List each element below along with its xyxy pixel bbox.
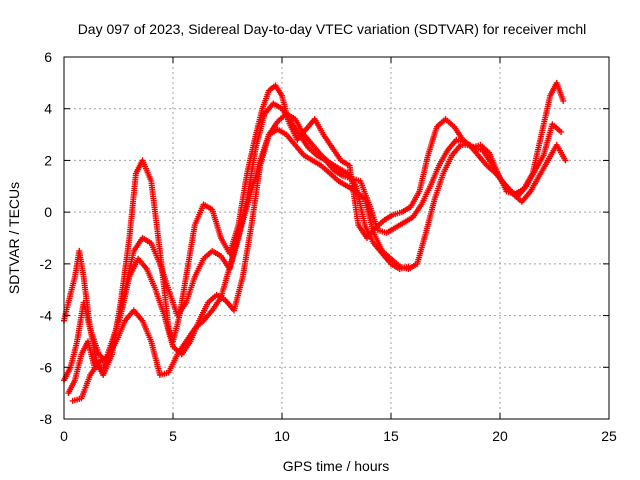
x-tick-label: 25 [601,428,617,444]
y-axis-label: SDTVAR / TECUs [6,182,22,294]
data-point [558,128,565,135]
chart-title: Day 097 of 2023, Sidereal Day-to-day VTE… [78,21,587,37]
x-tick-labels: 0 5 10 15 20 25 [60,428,617,444]
series-track-1 [61,79,567,378]
x-tick-label: 15 [383,428,399,444]
series-track-3 [65,126,569,397]
y-tick-label: 6 [44,49,52,65]
series-track-2 [61,100,565,384]
y-tick-label: -6 [40,359,53,375]
y-tick-labels: -8 -6 -4 -2 0 2 4 6 [40,49,53,427]
x-tick-label: 0 [60,428,68,444]
data-point [560,97,567,104]
y-tick-label: 2 [44,152,52,168]
y-tick-label: -8 [40,411,53,427]
x-tick-label: 5 [169,428,177,444]
plot-frame [63,56,610,420]
y-tick-label: -2 [40,256,53,272]
data-point [405,263,412,270]
axis-ticks [63,56,610,420]
x-tick-label: 20 [492,428,508,444]
y-tick-label: 0 [44,204,52,220]
series-track-4 [69,110,412,404]
data-point [562,157,569,164]
data-marks [61,79,569,404]
y-tick-label: 4 [44,101,52,117]
x-tick-label: 10 [274,428,290,444]
y-tick-label: -4 [40,308,53,324]
x-axis-label: GPS time / hours [283,458,390,474]
